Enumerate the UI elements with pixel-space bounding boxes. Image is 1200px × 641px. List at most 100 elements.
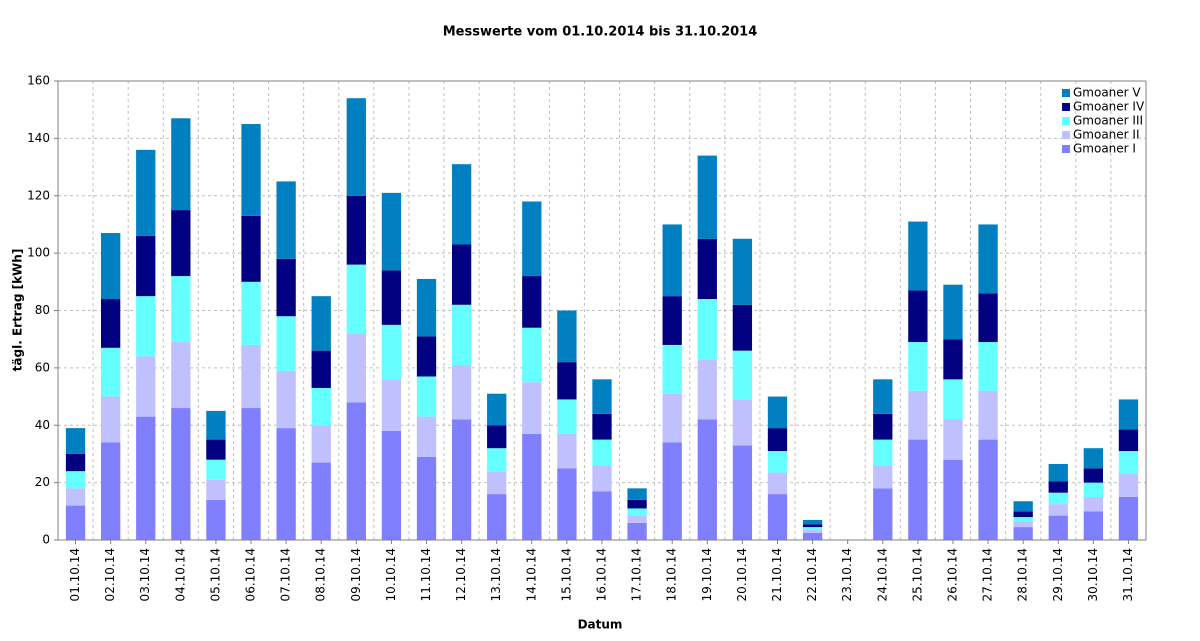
bar-segment	[943, 339, 963, 380]
bar-segment	[206, 439, 226, 460]
bar-segment	[241, 344, 261, 409]
bar-segment	[100, 233, 121, 300]
bar-segment	[276, 428, 296, 540]
bar-segment	[627, 522, 647, 540]
bar-segment	[978, 293, 998, 343]
bar-segment	[732, 238, 753, 305]
bar-segment	[276, 316, 296, 371]
bar-segment	[346, 402, 366, 540]
bar-segment	[522, 327, 542, 383]
y-tick-label: 0	[42, 533, 50, 547]
x-tick-label: 09.10.14	[349, 548, 363, 601]
bar-segment	[487, 494, 507, 540]
x-tick-label: 17.10.14	[630, 548, 644, 601]
bar-segment	[802, 524, 823, 528]
chart-title: Messwerte vom 01.10.2014 bis 31.10.2014	[443, 25, 758, 40]
bar-segment	[241, 124, 261, 216]
legend-swatch	[1062, 117, 1070, 125]
legend-swatch	[1062, 103, 1070, 111]
bar-segment	[943, 419, 963, 460]
bar-segment	[136, 296, 156, 357]
bar-segment	[276, 258, 296, 317]
x-tick-label: 13.10.14	[489, 548, 503, 601]
bar-segment	[416, 416, 437, 457]
bar-segment	[522, 382, 542, 434]
x-tick-label: 04.10.14	[173, 548, 187, 601]
y-tick-label: 20	[35, 475, 50, 489]
bar-segment	[767, 472, 788, 495]
bar-segment	[1118, 496, 1139, 540]
bar-segment	[346, 98, 366, 196]
bar-segment	[978, 342, 998, 391]
bar-segment	[1048, 481, 1068, 493]
bar-segment	[1083, 468, 1104, 483]
bar-segment	[592, 491, 612, 540]
bar-segment	[908, 221, 928, 291]
bar-segment	[206, 410, 226, 440]
bar-segment	[873, 413, 893, 440]
bar-segment	[1083, 482, 1104, 497]
x-tick-label: 25.10.14	[910, 548, 924, 601]
bar-segment	[662, 296, 682, 345]
bar-segment	[171, 118, 191, 211]
bar-segment	[662, 224, 682, 297]
x-tick-label: 06.10.14	[244, 548, 258, 601]
bar-segment	[1083, 496, 1104, 512]
x-tick-label: 24.10.14	[875, 548, 889, 601]
x-tick-label: 31.10.14	[1121, 548, 1135, 601]
bar-segment	[697, 155, 717, 239]
bar-segment	[767, 396, 788, 429]
x-tick-label: 29.10.14	[1051, 548, 1065, 601]
bar-segment	[65, 505, 86, 540]
bar-segment	[451, 164, 472, 245]
bar-segment	[346, 195, 366, 265]
x-tick-label: 03.10.14	[138, 548, 152, 601]
bar-segment	[802, 519, 823, 525]
bar-segment	[627, 515, 647, 523]
bar-segment	[627, 488, 647, 500]
x-tick-label: 30.10.14	[1086, 548, 1100, 601]
bar-segment	[1013, 511, 1033, 518]
bar-segment	[100, 347, 121, 397]
x-tick-label: 12.10.14	[454, 548, 468, 601]
bar-segment	[592, 379, 612, 414]
bar-segment	[346, 264, 366, 334]
bar-segment	[311, 350, 331, 388]
bar-segment	[802, 532, 823, 540]
bar-segment	[732, 445, 753, 540]
bar-segment	[1048, 463, 1068, 482]
bar-segment	[908, 439, 928, 540]
bar-segment	[1118, 474, 1139, 497]
bar-segment	[1118, 429, 1139, 452]
y-tick-label: 160	[27, 74, 50, 88]
bar-segment	[592, 413, 612, 440]
bar-segment	[767, 494, 788, 540]
bar-segment	[171, 408, 191, 540]
y-axis-label: tägl. Ertrag [kWh]	[11, 249, 25, 372]
x-tick-label: 22.10.14	[805, 548, 819, 601]
bar-segment	[1083, 511, 1104, 540]
legend-label: Gmoaner II	[1073, 128, 1140, 142]
bar-segment	[1013, 517, 1033, 522]
legend-swatch	[1062, 145, 1070, 153]
bar-segment	[100, 442, 121, 540]
x-tick-label: 16.10.14	[595, 548, 609, 601]
bar-segment	[1048, 515, 1068, 540]
bar-segment	[697, 359, 717, 420]
bar-segment	[697, 238, 717, 300]
bar-segment	[100, 396, 121, 443]
bar-segment	[311, 462, 331, 540]
bar-segment	[732, 304, 753, 351]
bar-segment	[557, 310, 577, 363]
legend-label: Gmoaner I	[1073, 142, 1136, 156]
x-tick-label: 19.10.14	[700, 548, 714, 601]
bar-segment	[346, 333, 366, 403]
legend-label: Gmoaner III	[1073, 114, 1143, 128]
bar-segment	[1013, 501, 1033, 512]
bar-segment	[276, 181, 296, 259]
legend-label: Gmoaner V	[1073, 86, 1141, 100]
bar-segment	[487, 471, 507, 495]
bar-segment	[487, 393, 507, 426]
x-tick-label: 15.10.14	[559, 548, 573, 601]
bar-segment	[416, 376, 437, 417]
